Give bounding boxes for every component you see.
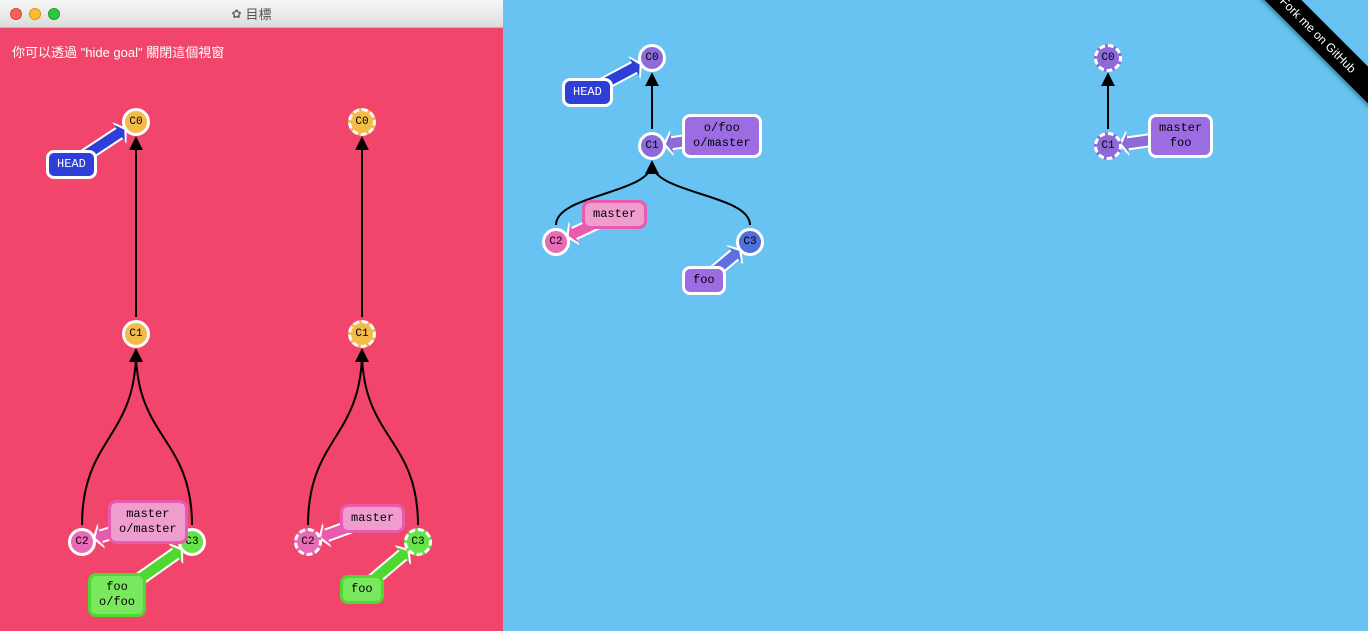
zoom-icon[interactable] (48, 8, 60, 20)
minimize-icon[interactable] (29, 8, 41, 20)
commit-c1[interactable]: C1 (638, 132, 666, 160)
close-icon[interactable] (10, 8, 22, 20)
titlebar: ✿ 目標 (0, 0, 503, 28)
branch-tag-head[interactable]: HEAD (46, 150, 97, 179)
branch-tag-master2[interactable]: master (340, 504, 405, 533)
commit-c3[interactable]: C3 (736, 228, 764, 256)
window-title: 目標 (246, 4, 272, 23)
branch-tag-ofoo[interactable]: o/foo o/master (682, 114, 762, 158)
branch-tag-foo2[interactable]: foo (340, 575, 384, 604)
goal-hint: 你可以透過 "hide goal" 關閉這個視窗 (12, 42, 224, 61)
gear-icon: ✿ (231, 7, 241, 21)
commit-c0[interactable]: C0 (122, 108, 150, 136)
commit-c2[interactable]: C2 (542, 228, 570, 256)
branch-tag-master3[interactable]: master (582, 200, 647, 229)
commit-c2[interactable]: C2 (294, 528, 322, 556)
branch-tag-master[interactable]: master o/master (108, 500, 188, 544)
traffic-lights (10, 8, 60, 20)
commit-c0[interactable]: C0 (348, 108, 376, 136)
commit-c2[interactable]: C2 (68, 528, 96, 556)
branch-tag-mfoo[interactable]: master foo (1148, 114, 1213, 158)
commit-c0[interactable]: C0 (1094, 44, 1122, 72)
commit-c1[interactable]: C1 (122, 320, 150, 348)
branch-tag-foo[interactable]: foo o/foo (88, 573, 146, 617)
branch-tag-head3[interactable]: HEAD (562, 78, 613, 107)
branch-tag-foo3[interactable]: foo (682, 266, 726, 295)
commit-c3[interactable]: C3 (404, 528, 432, 556)
commit-c1[interactable]: C1 (1094, 132, 1122, 160)
commit-c0[interactable]: C0 (638, 44, 666, 72)
commit-c1[interactable]: C1 (348, 320, 376, 348)
